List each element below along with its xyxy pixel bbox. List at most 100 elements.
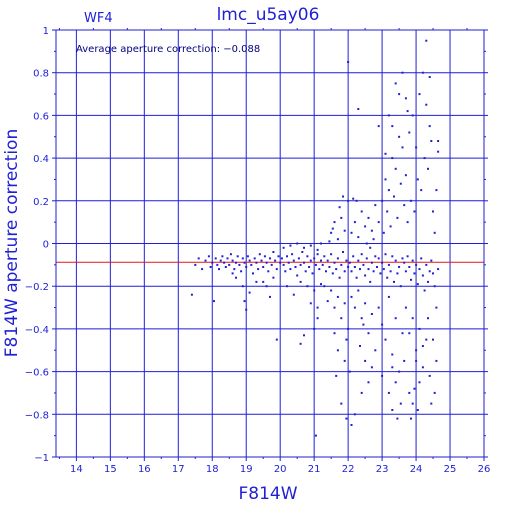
- data-point: [309, 259, 312, 262]
- data-point: [374, 255, 377, 258]
- data-point: [386, 210, 389, 213]
- data-point: [401, 257, 404, 260]
- x-tick-label: 22: [342, 464, 355, 475]
- y-tick-label: −0.4: [25, 325, 49, 336]
- data-point: [265, 285, 268, 288]
- data-point: [333, 306, 336, 309]
- data-point: [350, 424, 353, 426]
- data-point: [374, 349, 377, 352]
- data-point: [347, 61, 350, 63]
- data-point: [376, 266, 378, 268]
- data-point: [353, 266, 356, 268]
- data-point: [415, 359, 418, 362]
- data-point: [359, 345, 361, 347]
- data-point: [399, 285, 402, 288]
- data-point: [357, 289, 360, 292]
- data-point: [410, 278, 412, 281]
- data-point: [248, 291, 251, 294]
- data-point: [214, 257, 217, 260]
- data-point: [235, 276, 237, 279]
- data-point: [228, 263, 231, 266]
- data-point: [330, 231, 333, 234]
- data-point: [391, 157, 394, 160]
- data-point: [428, 125, 431, 128]
- data-point: [384, 178, 387, 181]
- data-point: [432, 210, 434, 213]
- data-point: [342, 251, 344, 253]
- data-point: [369, 246, 372, 249]
- data-point: [415, 349, 418, 352]
- x-tick-label: 14: [70, 464, 83, 475]
- data-point: [372, 238, 375, 241]
- x-tick-label: 17: [172, 464, 185, 475]
- data-point: [336, 295, 339, 298]
- data-point: [403, 261, 406, 264]
- data-point: [303, 261, 305, 264]
- data-point: [345, 259, 348, 262]
- data-point: [243, 261, 246, 264]
- data-point: [250, 263, 253, 266]
- data-point: [320, 283, 322, 286]
- data-point: [382, 231, 385, 234]
- data-point: [347, 327, 350, 330]
- data-point: [301, 251, 304, 253]
- data-point: [333, 332, 336, 335]
- data-point: [389, 225, 392, 228]
- data-point: [425, 103, 428, 106]
- data-point: [398, 266, 401, 268]
- data-point: [391, 409, 394, 411]
- data-point: [213, 300, 215, 303]
- data-point: [355, 199, 358, 202]
- data-point: [413, 272, 416, 275]
- data-point: [243, 300, 246, 303]
- data-point: [391, 353, 394, 356]
- data-point: [345, 338, 348, 341]
- data-point: [410, 199, 412, 202]
- data-point: [275, 268, 278, 271]
- data-point: [416, 178, 419, 181]
- data-point: [416, 409, 419, 411]
- data-point: [260, 259, 263, 262]
- data-point: [403, 359, 406, 362]
- data-point: [367, 216, 370, 219]
- data-point: [367, 268, 370, 271]
- data-point: [284, 270, 287, 273]
- data-point: [265, 261, 268, 264]
- data-point: [401, 332, 404, 335]
- data-point: [360, 253, 363, 256]
- data-point: [316, 306, 319, 309]
- x-tick-label: 18: [206, 464, 219, 475]
- data-point: [314, 434, 317, 437]
- chip-label: WF4: [84, 11, 113, 26]
- data-point: [421, 274, 424, 277]
- data-point: [303, 246, 305, 249]
- data-point: [325, 270, 327, 273]
- data-point: [328, 240, 331, 243]
- data-point: [377, 221, 380, 224]
- y-tick-label: 0: [43, 240, 49, 251]
- data-point: [335, 268, 338, 271]
- data-point: [367, 332, 370, 335]
- data-point: [223, 261, 226, 264]
- y-tick-label: 1: [43, 26, 49, 37]
- data-point: [403, 204, 406, 207]
- data-point: [430, 140, 433, 142]
- data-point: [336, 257, 339, 260]
- data-point: [306, 255, 309, 258]
- x-tick-label: 15: [104, 464, 117, 475]
- y-axis-label: F814W aperture correction: [2, 129, 22, 357]
- data-point: [415, 146, 418, 149]
- data-point: [313, 289, 316, 292]
- data-point: [415, 263, 418, 266]
- data-point: [345, 417, 348, 420]
- data-point: [365, 257, 368, 260]
- data-point: [387, 295, 390, 298]
- x-tick-label: 26: [478, 464, 491, 475]
- data-point: [201, 268, 204, 271]
- data-point: [370, 366, 373, 369]
- data-point: [262, 280, 265, 283]
- data-point: [272, 251, 275, 253]
- data-point: [299, 342, 302, 345]
- data-point: [338, 276, 341, 279]
- y-tick-label: 0.8: [33, 69, 49, 80]
